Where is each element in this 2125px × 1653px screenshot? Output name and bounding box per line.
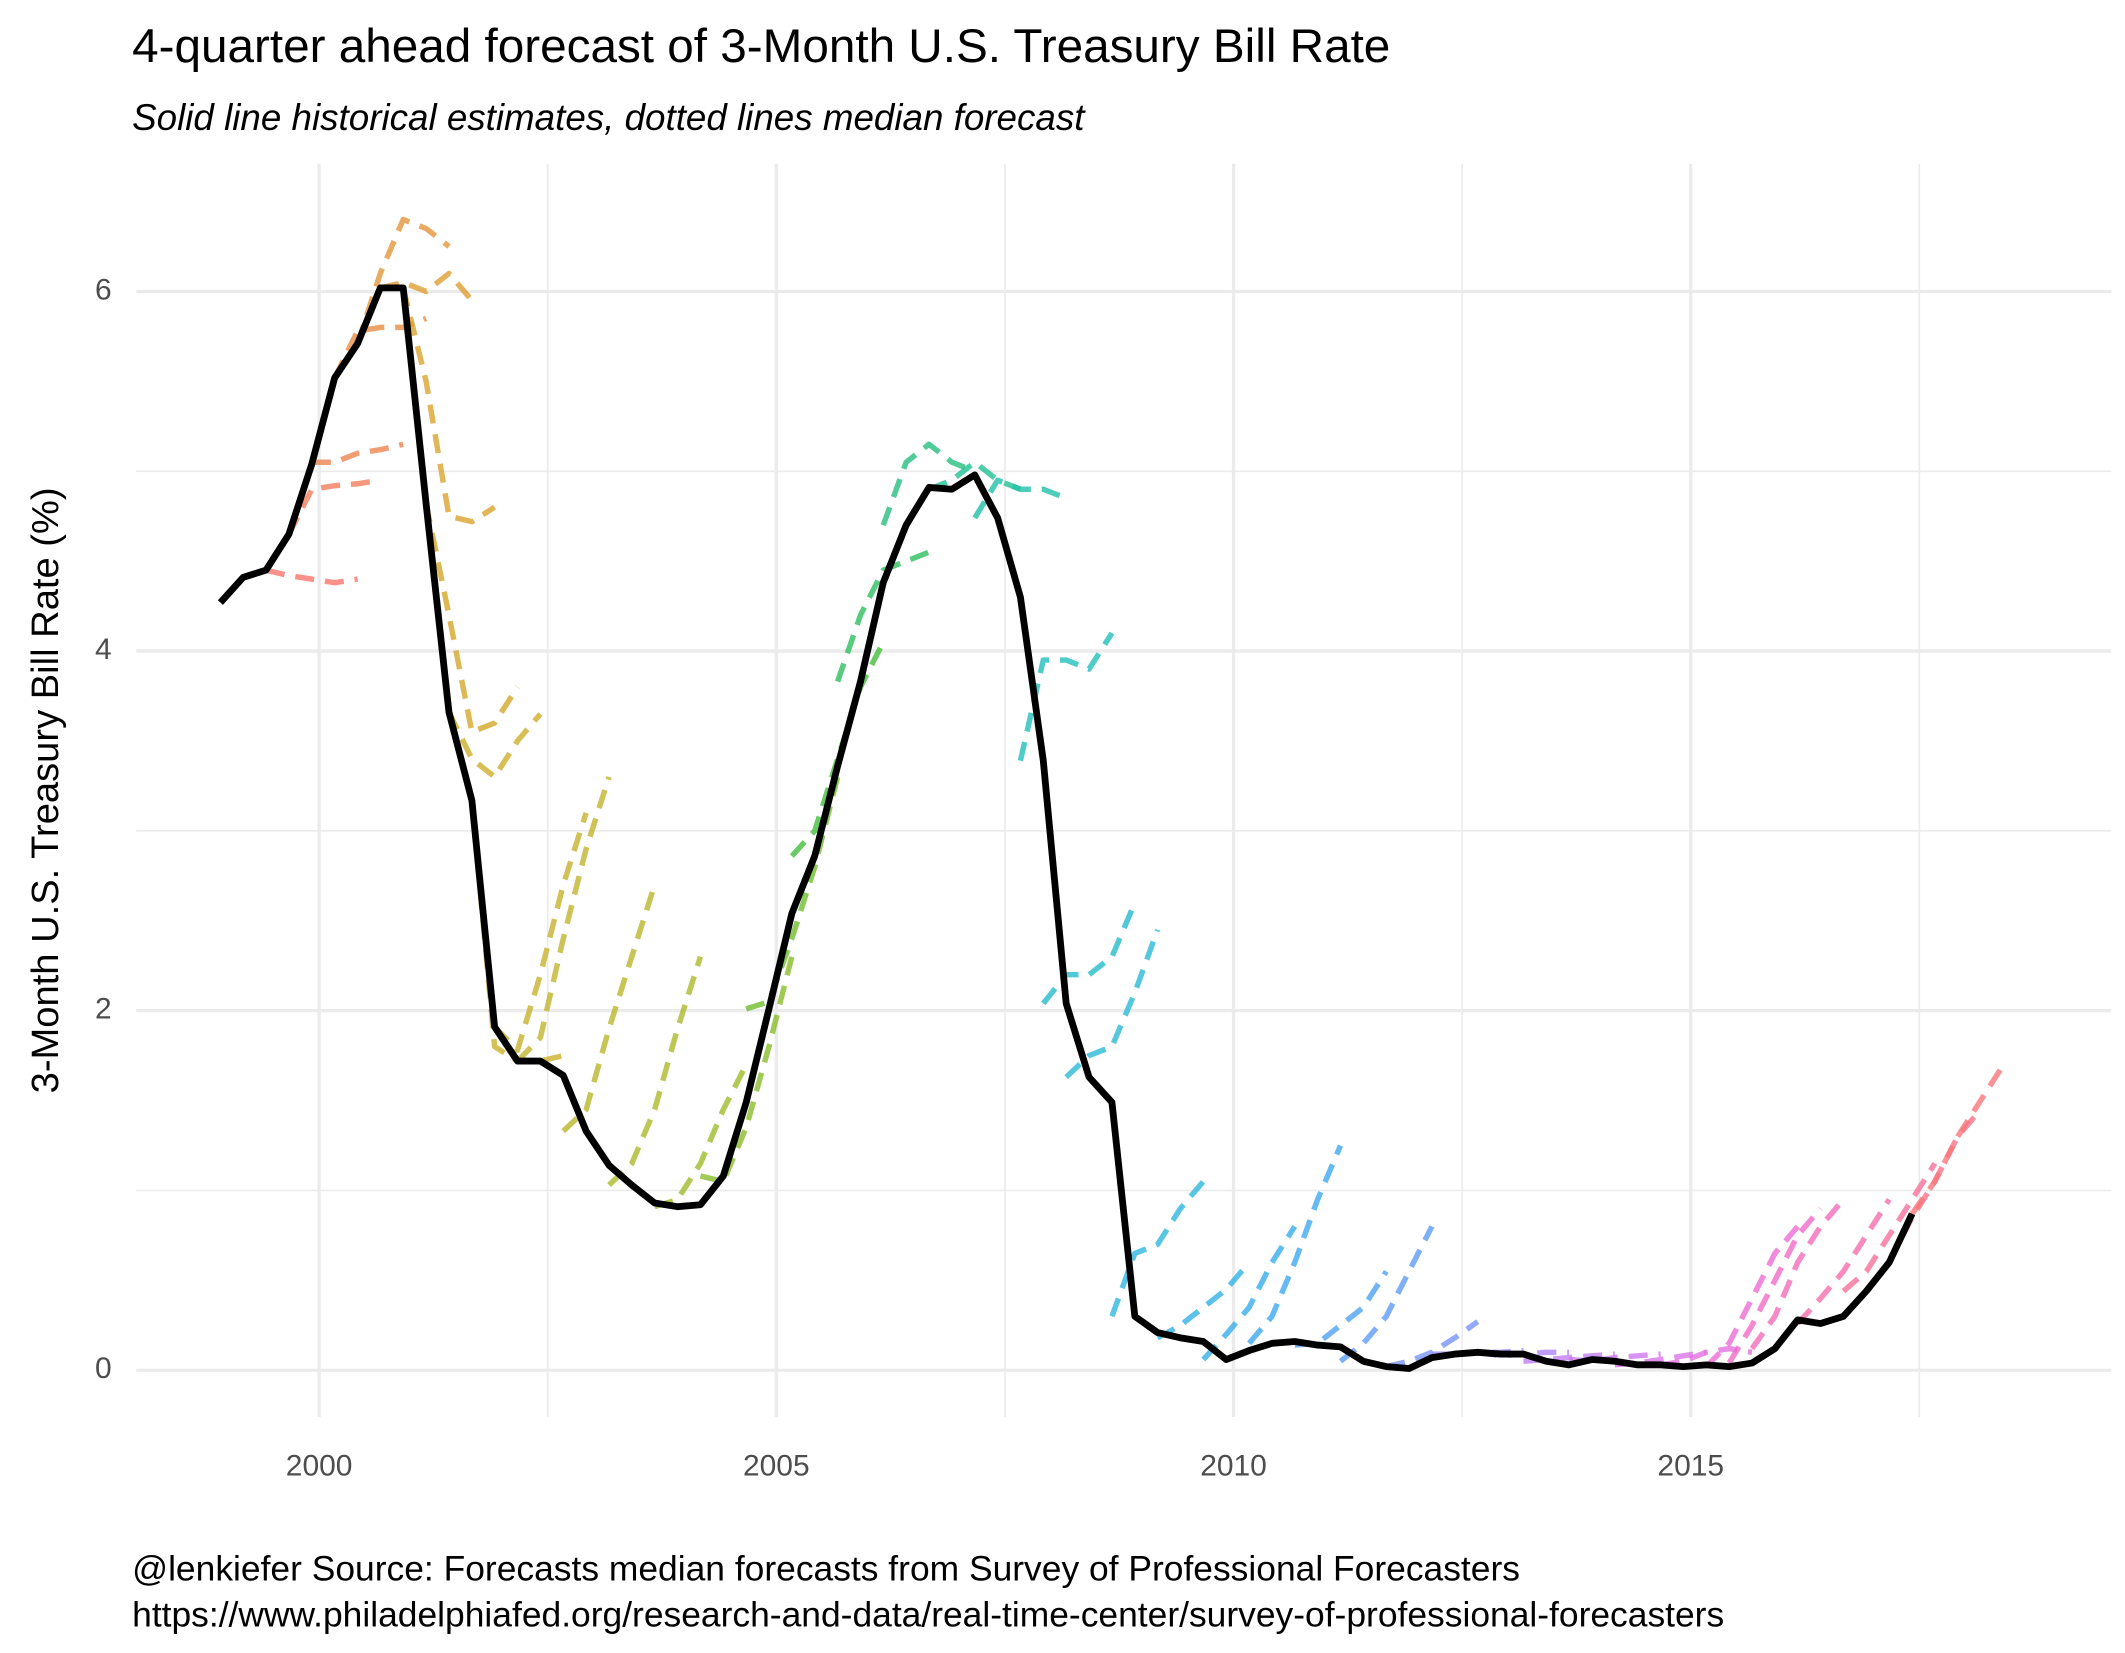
chart-title: 4-quarter ahead forecast of 3-Month U.S.… [132,20,1390,73]
forecast-line [446,711,543,780]
forecast-line [880,441,976,527]
y-tick-label: 4 [95,633,112,666]
history-line [217,284,1916,1372]
chart-subtitle: Solid line historical estimates, dotted … [132,97,1086,138]
forecast-line [1749,1197,1846,1351]
plot-area [217,216,2006,1372]
y-tick-label: 0 [95,1352,112,1385]
forecast-line [1247,1144,1344,1346]
forecast-line [1156,1260,1252,1341]
forecast-line [400,287,497,525]
caption: @lenkiefer Source: Forecasts median fore… [132,1548,1520,1588]
forecast-line [1338,1225,1435,1364]
forecast-line [1064,928,1161,1080]
forecast-line [1201,1224,1298,1362]
forecast-line [379,270,474,303]
forecast-line [561,883,658,1134]
forecast-line [265,567,358,586]
y-tick-label: 6 [95,273,112,306]
forecast-line [1726,1206,1823,1365]
forecast-line [972,477,1068,520]
forecast-line [607,955,704,1188]
forecast-line [423,503,520,735]
forecast-line [835,549,931,683]
forecast-line [515,776,612,1063]
x-tick-label: 2010 [1200,1449,1267,1482]
y-tick-label: 2 [95,993,112,1026]
x-tick-label: 2015 [1657,1449,1724,1482]
forecast-line [1841,1162,1938,1294]
forecast-line [1041,901,1138,1006]
forecast-line [286,477,381,536]
forecast-line [1909,1063,2006,1216]
grid: 2000 2005 2010 2015 0 2 4 6 [95,163,2112,1482]
y-axis-label: 3-Month U.S. Treasury Bill Rate (%) [24,487,67,1093]
forecast-line [354,216,451,345]
x-tick-label: 2005 [743,1449,810,1482]
x-tick-label: 2000 [286,1449,353,1482]
forecast-line [492,812,589,1053]
forecast-line [1795,1198,1892,1326]
forecast-line [653,1063,749,1210]
caption: https://www.philadelphiafed.org/research… [132,1595,1724,1635]
forecast-line [699,956,795,1185]
forecast-line [928,459,1022,492]
forecast-line [311,441,404,465]
